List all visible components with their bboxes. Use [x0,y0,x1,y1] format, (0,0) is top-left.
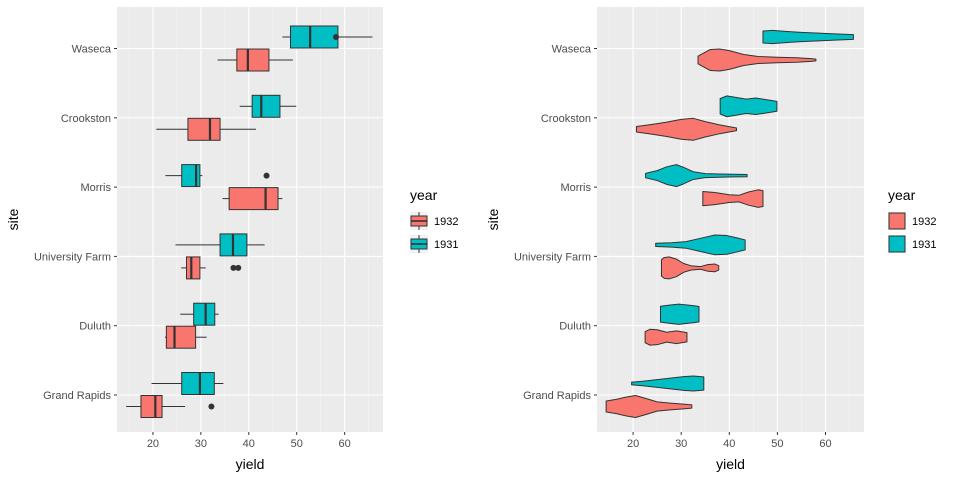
y-tick-label: Duluth [79,321,111,333]
box-iqr [193,302,216,326]
outlier-point [333,34,340,40]
box-1932-morris [222,187,283,211]
violin-1932-university-farm [660,256,720,280]
box-1932-duluth [164,325,207,349]
violin-1932-crookston [635,117,738,141]
y-tick-label: Waseca [72,44,112,56]
violin-1932-morris [702,189,764,208]
violin-1932-waseca [697,48,817,72]
y-tick-label: Crookston [61,113,111,125]
y-tick-label: Grand Rapids [523,390,591,402]
outlier-point [235,264,242,271]
x-tick-label: 40 [723,438,735,450]
box-iqr [187,117,221,141]
box-iqr [228,187,279,211]
x-tick-label: 50 [291,438,303,450]
y-tick-label: Duluth [559,321,591,333]
x-tick-label: 50 [771,438,783,450]
box-1931-duluth [180,302,219,326]
box-1931-morris [165,164,270,188]
box-1931-crookston [239,94,297,118]
y-tick-label: University Farm [34,251,111,263]
chart-panel-1: Waseca Crookston Morris University Farm Dulu… [5,7,458,472]
legend-key-1932: 1932 [888,212,936,230]
x-axis-title: yield [716,456,745,472]
box-iqr [236,48,270,72]
y-tick-label: Grand Rapids [43,390,111,402]
box-iqr [289,25,339,49]
legend-label: 1931 [912,239,936,251]
outlier-point [230,264,237,271]
box-1932-grand-rapids [126,395,215,418]
legend-key-swatch [888,235,906,253]
chart-panel-2: Waseca Crookston Morris University Farm Dulu… [485,7,936,472]
box-iqr [140,395,163,418]
x-tick-label: 60 [819,438,831,450]
legend-key-1932: 1932 [410,212,458,230]
box-iqr [181,164,201,188]
outlier-point [208,403,215,410]
x-axis-title: yield [236,456,265,472]
violin-1931-duluth [660,303,700,325]
x-tick-label: 60 [339,438,351,450]
box-iqr [165,325,197,349]
violin-1932-duluth [644,328,688,346]
y-tick-label: Waseca [552,44,592,56]
y-axis-title: site [485,208,501,230]
box-1931-university-farm [175,233,265,257]
outlier-point [263,172,270,179]
y-tick-label: University Farm [514,251,591,263]
plot-background [117,7,383,432]
x-tick-label: 30 [195,438,207,450]
box-1932-university-farm [181,256,242,280]
violin-1931-crookston [719,95,778,118]
violin-1931-university-farm [655,234,746,256]
legend-title: year [410,187,438,203]
legend-key-swatch [888,212,906,230]
legend-label: 1932 [912,216,936,228]
box-iqr [185,256,201,280]
legend-key-1931: 1931 [410,235,458,253]
legend-title: year [888,187,916,203]
x-tick-label: 30 [675,438,687,450]
violin-1931-grand-rapids [631,375,705,392]
violin-1931-waseca [762,29,854,45]
box-iqr [251,94,281,118]
x-tick-label: 20 [627,438,639,450]
legend: year 1932 1931 [888,187,936,253]
box-1931-grand-rapids [151,372,224,395]
plot-background [597,7,864,432]
y-tick-label: Morris [560,182,591,194]
legend-label: 1931 [434,239,458,251]
box-1931-waseca [282,25,373,49]
box-1932-crookston [156,117,256,141]
box-iqr [181,372,215,395]
box-1932-waseca [217,48,293,72]
legend: year 1932 1931 [410,187,458,253]
x-tick-label: 20 [147,438,159,450]
y-tick-label: Morris [80,182,111,194]
legend-key-1931: 1931 [888,235,936,253]
y-tick-label: Crookston [541,113,591,125]
violin-1931-morris [645,164,748,188]
x-tick-label: 40 [243,438,255,450]
y-axis-title: site [5,208,21,230]
violin-1932-grand-rapids [605,395,693,418]
legend-label: 1932 [434,216,458,228]
